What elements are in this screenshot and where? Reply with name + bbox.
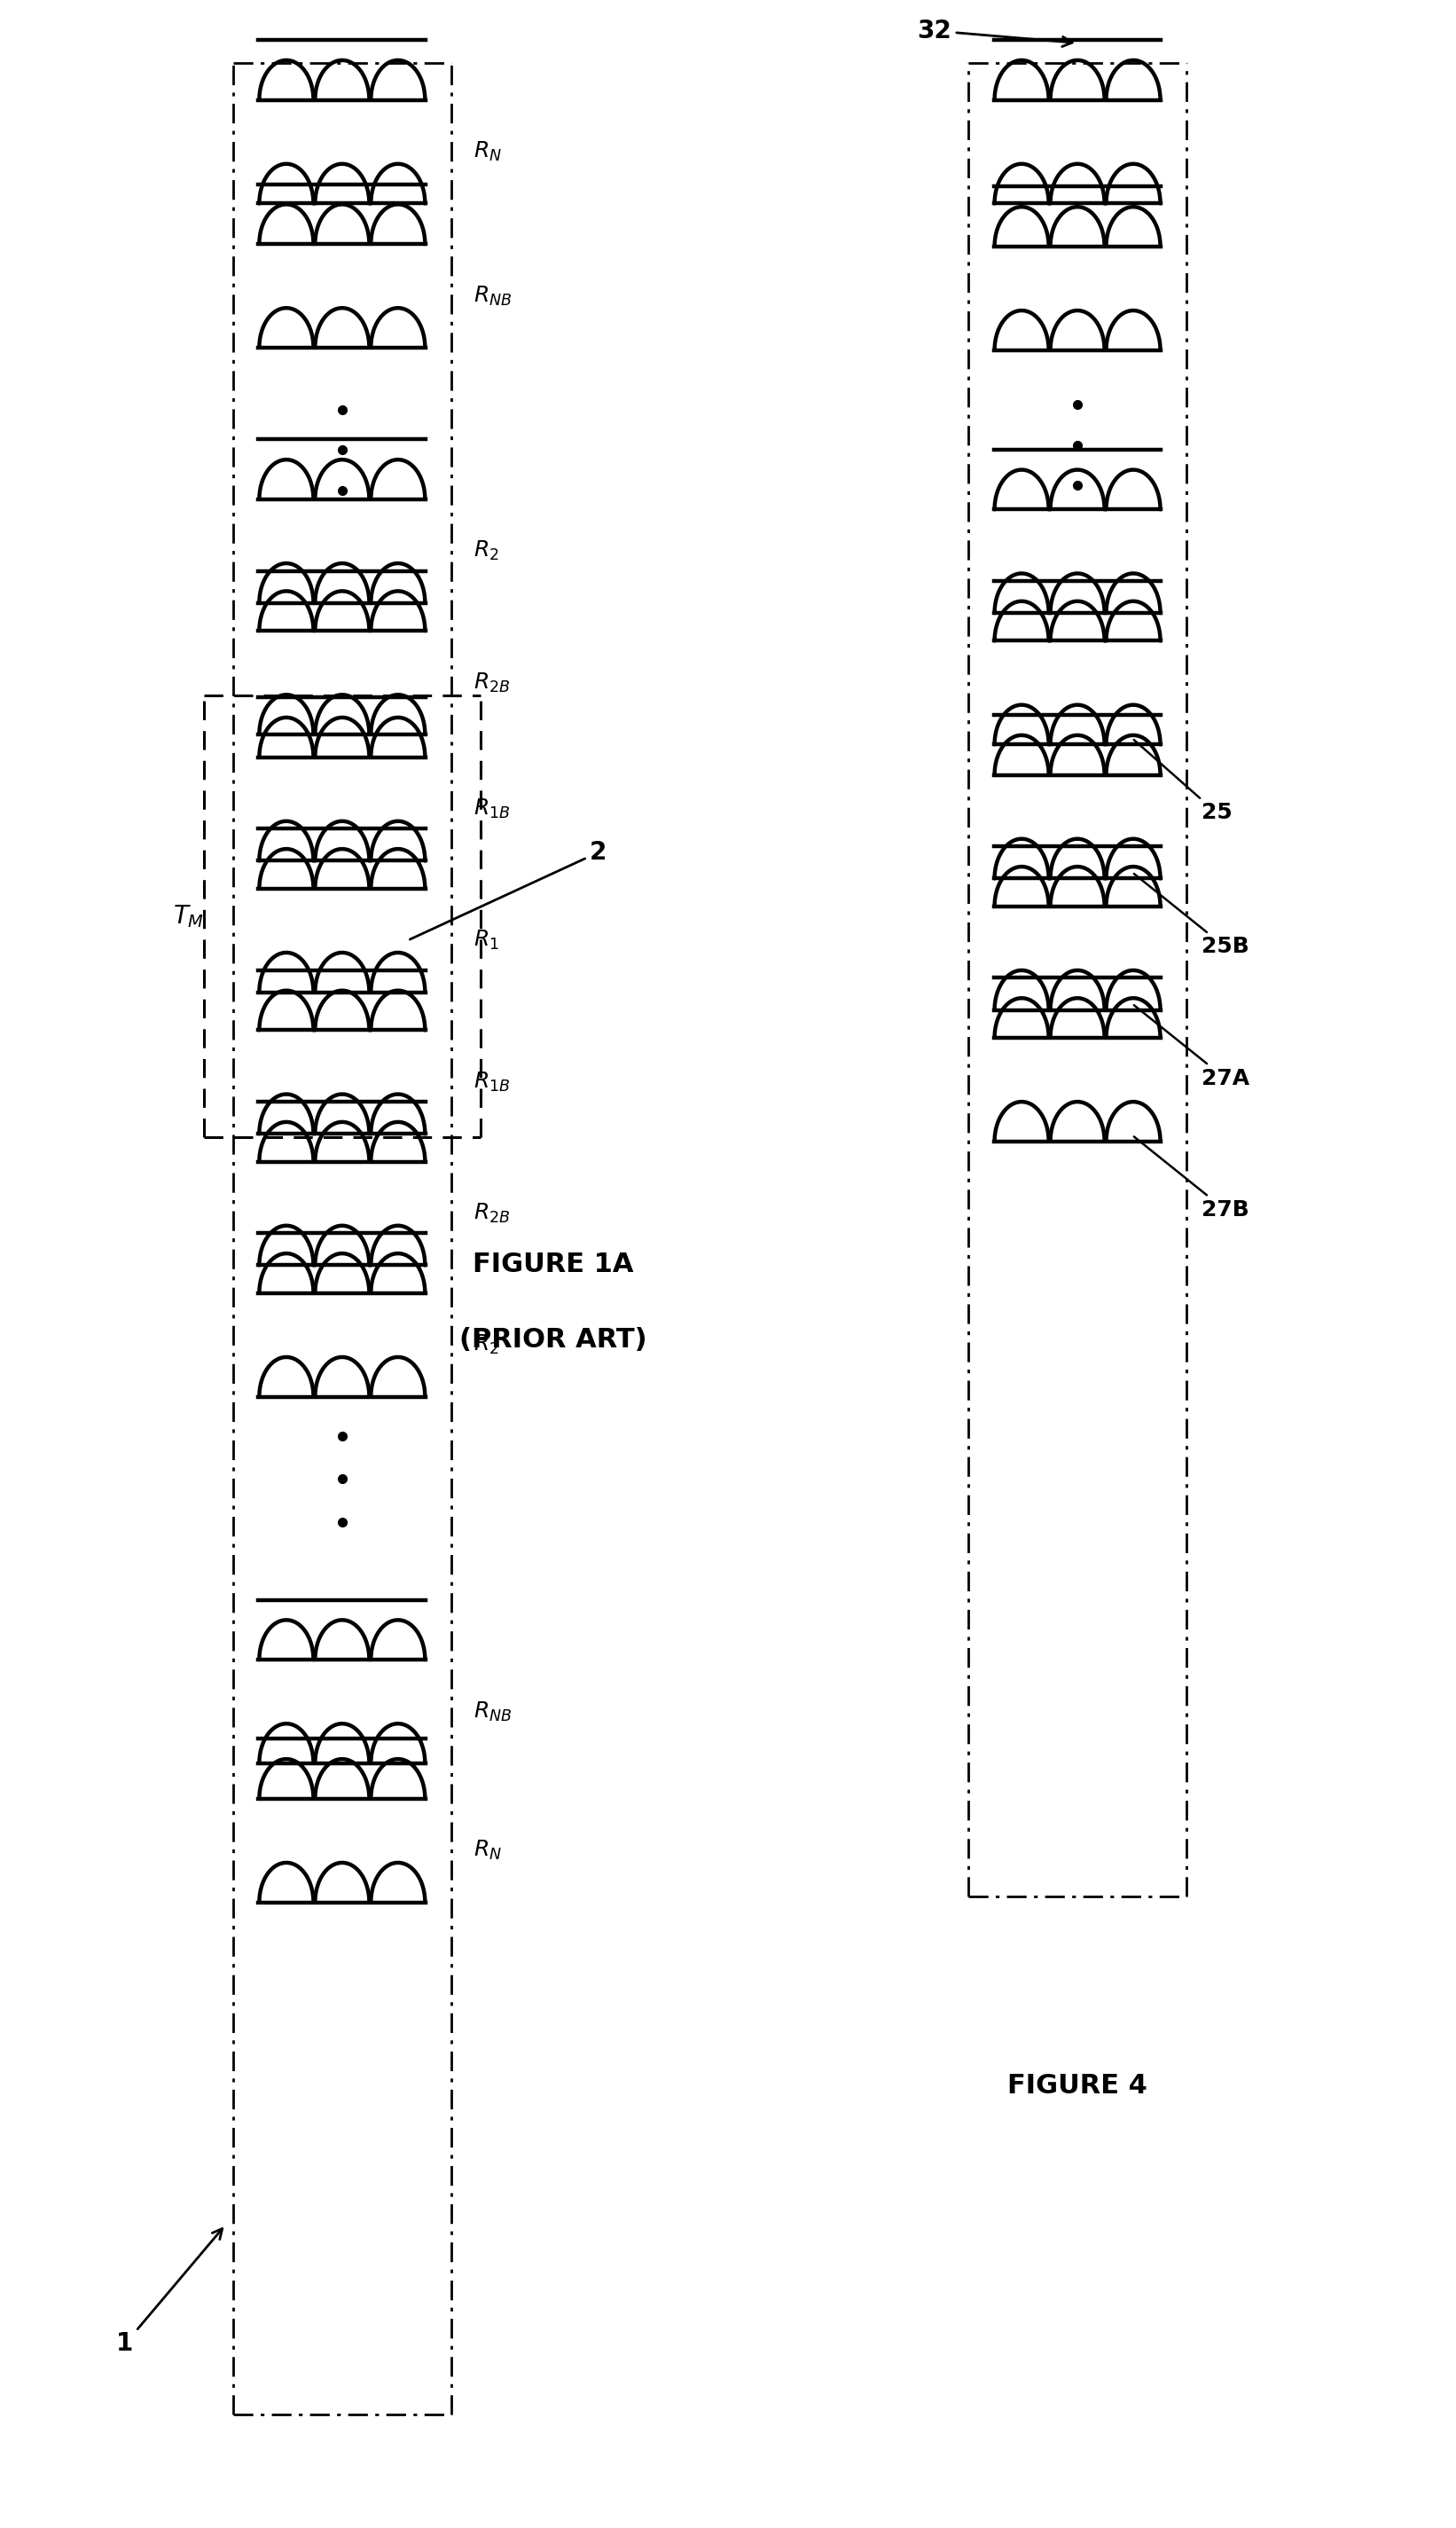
- Text: 1: 1: [116, 2230, 223, 2356]
- Text: $R_2$: $R_2$: [473, 1332, 499, 1358]
- Text: FIGURE 1A: FIGURE 1A: [473, 1251, 633, 1277]
- Text: $R_{2B}$: $R_{2B}$: [473, 670, 510, 695]
- Text: $R_{NB}$: $R_{NB}$: [473, 1699, 511, 1724]
- Text: $R_N$: $R_N$: [473, 139, 501, 164]
- Text: $R_1$: $R_1$: [473, 928, 499, 953]
- Text: $T_M$: $T_M$: [173, 902, 204, 930]
- Text: 32: 32: [917, 18, 1072, 46]
- Text: 27B: 27B: [1134, 1138, 1249, 1221]
- Text: $R_N$: $R_N$: [473, 1838, 501, 1863]
- Text: $R_{2B}$: $R_{2B}$: [473, 1201, 510, 1226]
- Text: $R_{1B}$: $R_{1B}$: [473, 796, 510, 822]
- Text: $R_2$: $R_2$: [473, 538, 499, 564]
- Text: (PRIOR ART): (PRIOR ART): [460, 1327, 646, 1352]
- Text: 2: 2: [411, 839, 607, 940]
- Text: 25B: 25B: [1134, 875, 1249, 958]
- Text: 25: 25: [1134, 741, 1232, 824]
- Text: FIGURE 4: FIGURE 4: [1008, 2073, 1147, 2098]
- Text: 27A: 27A: [1134, 1006, 1249, 1090]
- Text: $R_{NB}$: $R_{NB}$: [473, 283, 511, 308]
- Text: $R_{1B}$: $R_{1B}$: [473, 1069, 510, 1095]
